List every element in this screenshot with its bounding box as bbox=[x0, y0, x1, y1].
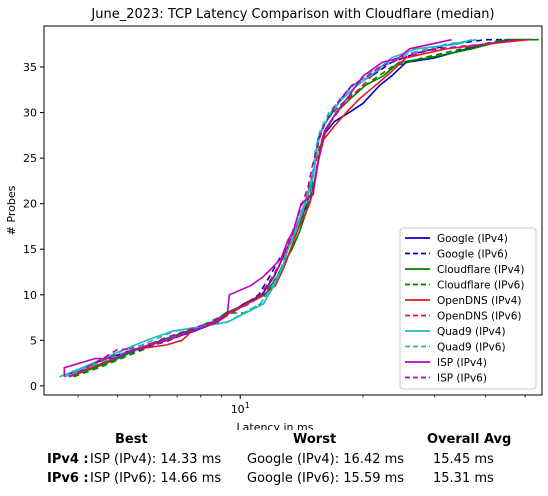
series-line-6 bbox=[59, 38, 473, 378]
y-tick-label: 30 bbox=[23, 107, 37, 120]
legend-label: Google (IPv4) bbox=[437, 233, 508, 245]
legend-box bbox=[399, 227, 537, 390]
best-header: Best bbox=[115, 432, 148, 447]
ipv4-best: ISP (IPv4): 14.33 ms bbox=[90, 452, 222, 467]
y-tick-label: 0 bbox=[30, 380, 37, 393]
legend-label: OpenDNS (IPv6) bbox=[437, 311, 522, 323]
y-tick-label: 5 bbox=[30, 334, 37, 347]
legend-label: ISP (IPv4) bbox=[437, 357, 487, 369]
worst-header: Worst bbox=[293, 432, 337, 447]
legend-label: Cloudflare (IPv4) bbox=[437, 264, 524, 276]
x-tick-label: 101 bbox=[231, 401, 250, 416]
ipv6-worst: Google (IPv6): 15.59 ms bbox=[247, 471, 405, 486]
ipv4-worst: Google (IPv4): 16.42 ms bbox=[247, 452, 405, 467]
series-line-2 bbox=[68, 38, 539, 378]
y-tick-label: 15 bbox=[23, 243, 37, 256]
ipv6-row-label: IPv6 : bbox=[47, 471, 89, 486]
legend-label: Quad9 (IPv4) bbox=[437, 326, 506, 338]
y-tick-label: 35 bbox=[23, 61, 37, 74]
y-tick-label: 10 bbox=[23, 289, 37, 302]
y-tick-label: 20 bbox=[23, 198, 37, 211]
plot-frame bbox=[43, 25, 543, 396]
ipv6-best: ISP (IPv6): 14.66 ms bbox=[90, 471, 222, 486]
ipv4-avg: 15.45 ms bbox=[433, 452, 494, 467]
y-axis-label: # Probes bbox=[5, 185, 18, 235]
legend-label: OpenDNS (IPv4) bbox=[437, 295, 522, 307]
x-axis-label: Latency in ms bbox=[237, 421, 314, 430]
y-tick-label: 25 bbox=[23, 152, 37, 165]
legend-label: Cloudflare (IPv6) bbox=[437, 280, 524, 292]
latency-chart: June_2023: TCP Latency Comparison with C… bbox=[5, 7, 543, 430]
series-line-7 bbox=[63, 38, 477, 378]
legend-label: Google (IPv6) bbox=[437, 249, 508, 261]
ipv4-row-label: IPv4 : bbox=[47, 452, 89, 467]
summary-table: Best Worst Overall Avg IPv4 : ISP (IPv4)… bbox=[0, 430, 548, 496]
avg-header: Overall Avg bbox=[427, 432, 512, 447]
legend-label: ISP (IPv6) bbox=[437, 373, 487, 385]
ipv6-avg: 15.31 ms bbox=[433, 471, 494, 486]
series-line-8 bbox=[63, 38, 452, 377]
legend-label: Quad9 (IPv6) bbox=[437, 342, 506, 354]
series-line-4 bbox=[68, 38, 529, 378]
chart-title: June_2023: TCP Latency Comparison with C… bbox=[90, 7, 494, 22]
series-line-9 bbox=[68, 38, 515, 378]
